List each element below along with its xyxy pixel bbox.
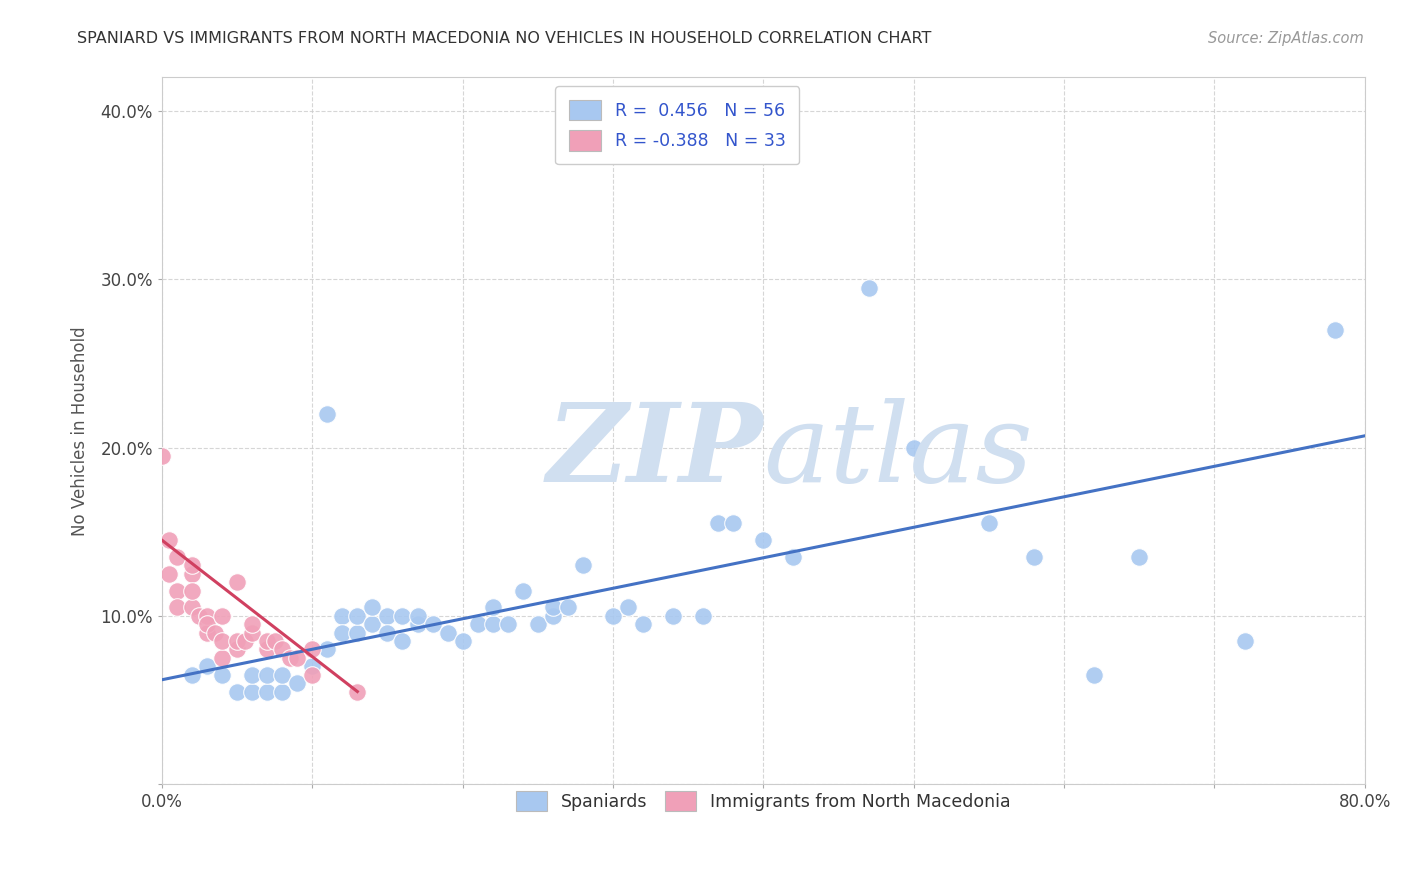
Point xyxy=(195,625,218,640)
Point xyxy=(723,516,745,531)
Point xyxy=(301,659,323,673)
Point xyxy=(204,625,226,640)
Point xyxy=(226,575,249,590)
Point xyxy=(240,667,263,681)
Point xyxy=(256,642,278,657)
Point xyxy=(1083,667,1105,681)
Text: Source: ZipAtlas.com: Source: ZipAtlas.com xyxy=(1208,31,1364,46)
Point xyxy=(301,667,323,681)
Point xyxy=(166,549,188,564)
Point xyxy=(181,558,204,573)
Point xyxy=(451,634,474,648)
Point xyxy=(211,651,233,665)
Point xyxy=(211,667,233,681)
Point xyxy=(150,449,173,463)
Point xyxy=(226,634,249,648)
Text: SPANIARD VS IMMIGRANTS FROM NORTH MACEDONIA NO VEHICLES IN HOUSEHOLD CORRELATION: SPANIARD VS IMMIGRANTS FROM NORTH MACEDO… xyxy=(77,31,932,46)
Point xyxy=(572,558,595,573)
Point xyxy=(240,684,263,698)
Point xyxy=(541,600,564,615)
Point xyxy=(391,608,413,623)
Point xyxy=(240,617,263,632)
Point xyxy=(181,600,204,615)
Point xyxy=(346,684,368,698)
Point xyxy=(226,684,249,698)
Point xyxy=(391,634,413,648)
Point xyxy=(278,651,301,665)
Point xyxy=(181,566,204,581)
Point xyxy=(271,642,294,657)
Legend: Spaniards, Immigrants from North Macedonia: Spaniards, Immigrants from North Macedon… xyxy=(502,777,1025,825)
Point xyxy=(256,684,278,698)
Point xyxy=(602,608,624,623)
Point xyxy=(263,634,285,648)
Point xyxy=(240,625,263,640)
Point xyxy=(181,667,204,681)
Point xyxy=(1128,549,1150,564)
Point xyxy=(422,617,444,632)
Point xyxy=(166,583,188,598)
Point xyxy=(481,617,503,632)
Point xyxy=(346,608,368,623)
Point xyxy=(467,617,489,632)
Point xyxy=(707,516,730,531)
Point xyxy=(271,684,294,698)
Point xyxy=(157,566,180,581)
Point xyxy=(557,600,579,615)
Point xyxy=(692,608,714,623)
Point xyxy=(285,676,308,690)
Point xyxy=(631,617,654,632)
Point xyxy=(436,625,458,640)
Point xyxy=(188,608,211,623)
Point xyxy=(361,600,384,615)
Point xyxy=(330,608,353,623)
Point xyxy=(195,659,218,673)
Point xyxy=(195,617,218,632)
Point xyxy=(1233,634,1256,648)
Point xyxy=(316,407,339,421)
Point xyxy=(377,608,399,623)
Point xyxy=(316,642,339,657)
Point xyxy=(285,651,308,665)
Point xyxy=(1323,323,1346,337)
Point xyxy=(496,617,519,632)
Point xyxy=(617,600,640,615)
Point xyxy=(481,600,503,615)
Point xyxy=(301,642,323,657)
Point xyxy=(361,617,384,632)
Point xyxy=(157,533,180,548)
Point xyxy=(858,281,880,295)
Point xyxy=(406,608,429,623)
Point xyxy=(377,625,399,640)
Point xyxy=(195,608,218,623)
Point xyxy=(256,667,278,681)
Point xyxy=(256,634,278,648)
Point xyxy=(1022,549,1045,564)
Text: atlas: atlas xyxy=(763,398,1033,506)
Point xyxy=(903,441,925,455)
Point xyxy=(233,634,256,648)
Point xyxy=(166,600,188,615)
Point xyxy=(752,533,775,548)
Point xyxy=(541,608,564,623)
Point xyxy=(782,549,804,564)
Point xyxy=(346,625,368,640)
Point xyxy=(181,583,204,598)
Text: ZIP: ZIP xyxy=(547,398,763,506)
Point xyxy=(406,617,429,632)
Point xyxy=(330,625,353,640)
Point xyxy=(211,634,233,648)
Point xyxy=(977,516,1000,531)
Point xyxy=(226,642,249,657)
Point xyxy=(512,583,534,598)
Point xyxy=(271,667,294,681)
Point xyxy=(527,617,550,632)
Point xyxy=(662,608,685,623)
Point xyxy=(211,608,233,623)
Y-axis label: No Vehicles in Household: No Vehicles in Household xyxy=(72,326,89,535)
